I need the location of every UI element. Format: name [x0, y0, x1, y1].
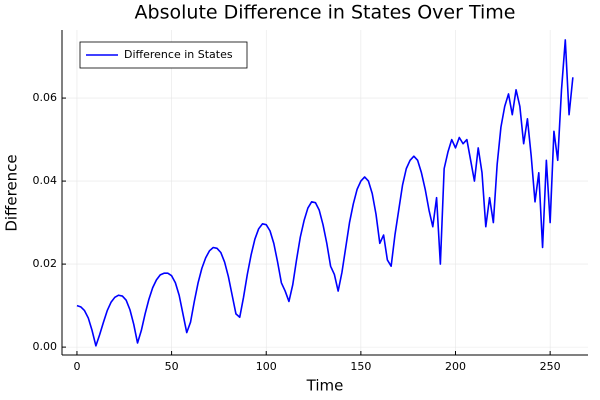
x-tick-label: 150	[350, 360, 371, 373]
y-tick-label: 0.06	[33, 91, 58, 104]
x-tick-label: 0	[73, 360, 80, 373]
x-tick-label: 200	[445, 360, 466, 373]
x-axis-label: Time	[306, 377, 344, 395]
x-tick-label: 250	[540, 360, 561, 373]
y-axis-label: Difference	[3, 154, 21, 231]
y-tick-label: 0.02	[33, 257, 58, 270]
y-tick-label: 0.00	[33, 340, 58, 353]
legend-label: Difference in States	[124, 48, 233, 61]
x-tick-label: 100	[256, 360, 277, 373]
chart-title: Absolute Difference in States Over Time	[135, 2, 516, 24]
y-tick-label: 0.04	[33, 174, 58, 187]
data-line	[76, 39, 574, 347]
x-tick-label: 50	[165, 360, 179, 373]
legend: Difference in States	[79, 41, 248, 69]
